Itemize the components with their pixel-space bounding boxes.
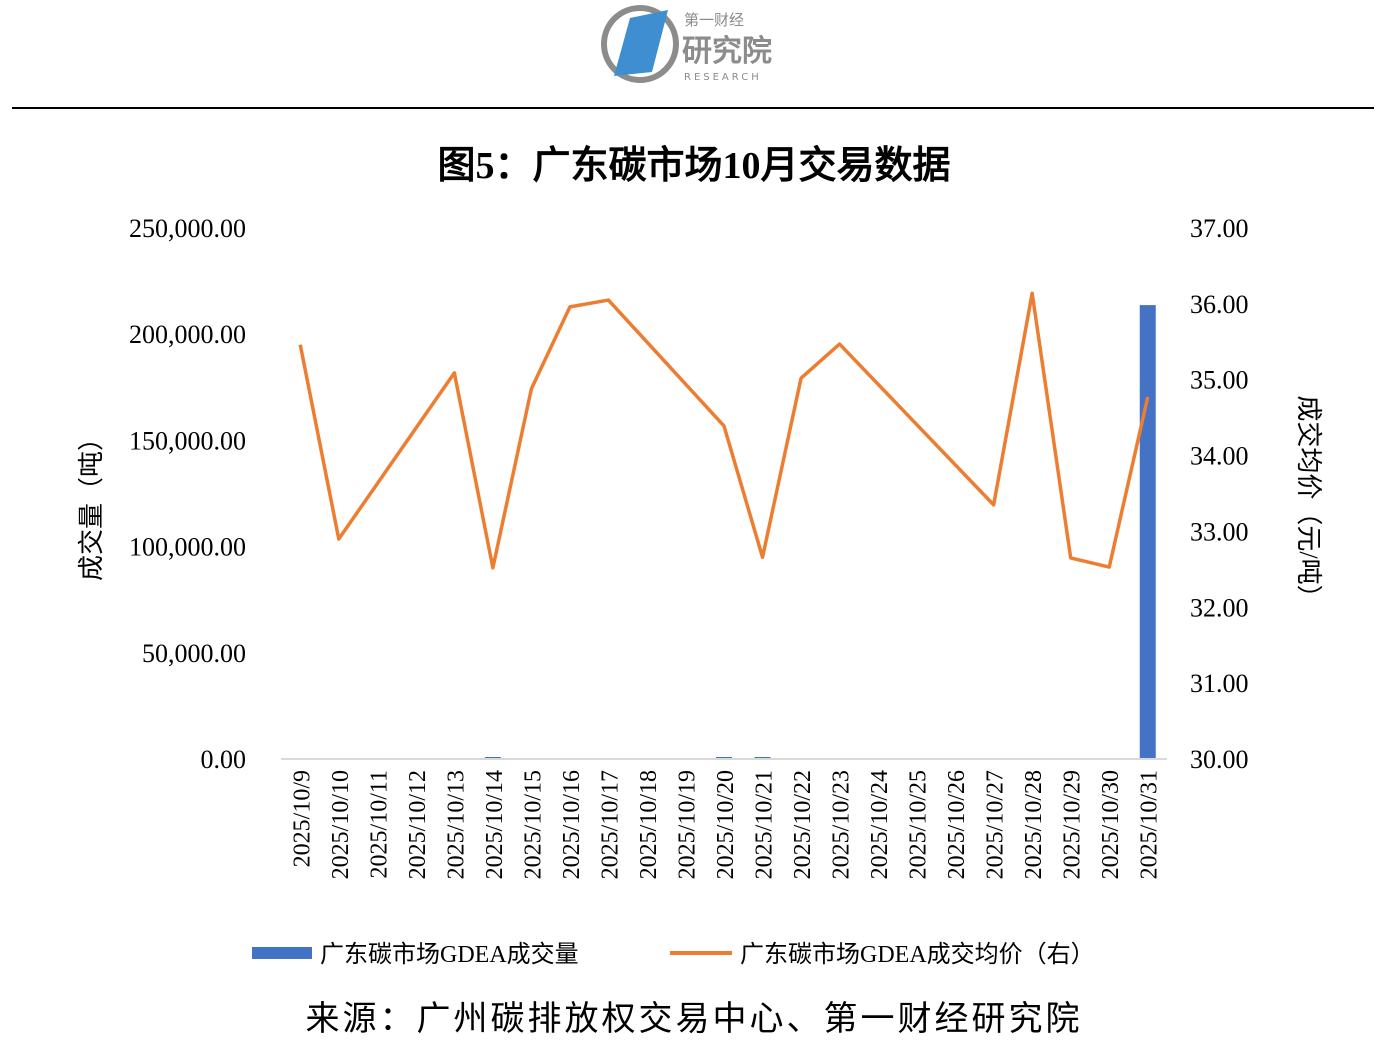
price-point [1108,566,1110,568]
x-tick-label: 2025/10/31 [1137,770,1163,879]
logo-text-sub: RESEARCH [684,72,762,83]
bars [484,305,1156,759]
y-axis-label: 成交量（吨） [77,425,106,581]
chart-title: 图5：广东碳市场10月交易数据 [437,144,950,187]
x-tick-label: 2025/10/14 [482,770,508,879]
y-tick-label: 100,000.00 [129,533,246,562]
logo-ring-icon [601,5,679,83]
y-right-tick-label: 32.00 [1190,593,1249,622]
y-tick-label: 250,000.00 [129,214,246,243]
price-point [453,372,455,374]
x-tick-label: 2025/10/20 [713,770,739,879]
legend-swatch-volume [252,947,312,959]
x-tick-label: 2025/10/23 [829,770,855,879]
logo: 第一财经 研究院 RESEARCH [601,5,772,83]
y-axis-right-label: 成交均价（元/吨） [1294,395,1323,610]
price-line-path [298,291,1150,570]
x-tick-label: 2025/10/25 [906,770,932,879]
price-point [338,538,340,540]
legend: 广东碳市场GDEA成交量 广东碳市场GDEA成交均价（右） [252,941,1095,968]
x-tick-label: 2025/10/13 [443,770,469,879]
x-tick-label: 2025/10/10 [328,770,354,879]
y-tick-label: 150,000.00 [129,426,246,455]
logo-text-top: 第一财经 [684,11,744,29]
price-point [800,377,802,379]
price-point [569,306,571,308]
x-tick-label: 2025/10/22 [790,770,816,879]
legend-label-volume: 广东碳市场GDEA成交量 [320,941,579,968]
x-tick-label: 2025/10/28 [1021,770,1047,879]
x-tick-label: 2025/10/15 [520,770,546,879]
x-tick-label: 2025/10/21 [752,770,778,879]
price-point [839,343,841,345]
x-tick-label: 2025/10/16 [559,770,585,879]
x-tick-label: 2025/10/12 [405,770,431,879]
price-point [492,567,494,569]
bar [1139,305,1156,759]
y-axis-left: 0.00 50,000.00 100,000.00 150,000.00 200,000… [129,214,246,774]
price-line [298,291,1150,570]
legend-label-price: 广东碳市场GDEA成交均价（右） [740,941,1095,968]
price-point [1031,292,1033,294]
x-tick-label: 2025/10/19 [674,770,700,879]
price-point [299,344,301,346]
price-point [1070,557,1072,559]
x-tick-label: 2025/10/17 [597,770,623,879]
y-right-tick-label: 30.00 [1190,745,1249,774]
y-right-tick-label: 36.00 [1190,290,1249,319]
logo-book-icon [614,10,668,76]
price-point [607,299,609,301]
price-point [1147,396,1149,398]
x-tick-label: 2025/10/18 [636,770,662,879]
price-point [723,425,725,427]
y-tick-label: 0.00 [201,745,247,774]
x-tick-label: 2025/10/9 [289,770,315,867]
source-note: 来源：广州碳排放权交易中心、第一财经研究院 [306,1000,1083,1038]
x-tick-label: 2025/10/27 [983,770,1009,879]
price-point [530,388,532,390]
y-right-tick-label: 33.00 [1190,517,1249,546]
x-tick-label: 2025/10/24 [867,770,893,879]
y-tick-label: 200,000.00 [129,320,246,349]
x-tick-label: 2025/10/29 [1060,770,1086,879]
y-right-tick-label: 37.00 [1190,214,1249,243]
y-axis-right: 30.00 31.00 32.00 33.00 34.00 35.00 36.00 37.00 [1190,214,1249,774]
y-right-tick-label: 31.00 [1190,669,1249,698]
y-tick-label: 50,000.00 [142,639,246,668]
x-tick-label: 2025/10/26 [944,770,970,879]
logo-text-main: 研究院 [682,34,772,69]
x-axis: 2025/10/9 2025/10/10 2025/10/11 2025/10/12 2… [289,770,1162,879]
y-right-tick-label: 35.00 [1190,366,1249,395]
price-point [762,556,764,558]
x-tick-label: 2025/10/11 [366,770,392,878]
price-point [993,504,995,506]
x-tick-label: 2025/10/30 [1098,770,1124,879]
y-right-tick-label: 34.00 [1190,442,1249,471]
